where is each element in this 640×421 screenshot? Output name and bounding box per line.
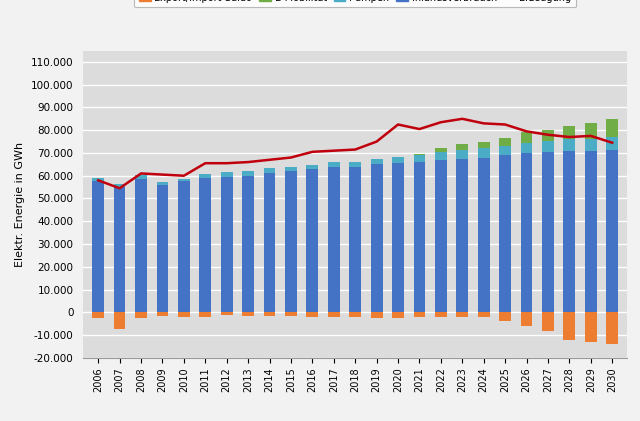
Bar [392, 157, 404, 163]
Bar [499, 312, 511, 321]
Bar [285, 312, 297, 316]
Bar [157, 185, 168, 312]
Y-axis label: Elektr. Energie in GWh: Elektr. Energie in GWh [15, 141, 26, 267]
Bar [563, 312, 575, 340]
Bar [478, 141, 490, 149]
Bar [264, 173, 275, 312]
Bar [392, 163, 404, 312]
Bar [499, 155, 511, 312]
Bar [178, 179, 189, 181]
Bar [200, 178, 211, 312]
Bar [606, 149, 618, 312]
Bar [328, 167, 340, 312]
Bar [285, 167, 297, 171]
Bar [413, 162, 426, 312]
Bar [242, 312, 254, 316]
Bar [178, 312, 189, 317]
Bar [563, 139, 575, 151]
Bar [92, 181, 104, 312]
Bar [157, 312, 168, 316]
Bar [542, 130, 554, 141]
Bar [371, 164, 383, 312]
Bar [478, 157, 490, 312]
Bar [242, 176, 254, 312]
Bar [413, 155, 426, 162]
Bar [585, 139, 596, 151]
Bar [521, 133, 532, 143]
Bar [349, 312, 361, 317]
Bar [456, 150, 468, 159]
Bar [585, 151, 596, 312]
Bar [542, 312, 554, 330]
Bar [542, 141, 554, 152]
Bar [413, 312, 426, 317]
Bar [456, 144, 468, 150]
Bar [114, 187, 125, 312]
Bar [200, 174, 211, 178]
Bar [221, 177, 232, 312]
Bar [135, 175, 147, 179]
Bar [307, 312, 318, 317]
Bar [371, 159, 383, 164]
Bar [435, 160, 447, 312]
Bar [114, 184, 125, 187]
Bar [264, 312, 275, 316]
Bar [157, 182, 168, 185]
Bar [499, 146, 511, 155]
Bar [606, 119, 618, 137]
Bar [478, 312, 490, 317]
Bar [585, 312, 596, 342]
Bar [200, 312, 211, 317]
Bar [221, 312, 232, 314]
Bar [435, 312, 447, 317]
Bar [606, 312, 618, 344]
Bar [328, 312, 340, 317]
Bar [135, 312, 147, 318]
Bar [371, 312, 383, 318]
Bar [221, 172, 232, 177]
Bar [242, 171, 254, 176]
Bar [328, 162, 340, 167]
Bar [563, 125, 575, 139]
Bar [349, 162, 361, 167]
Bar [413, 154, 426, 155]
Bar [114, 312, 125, 329]
Bar [585, 123, 596, 139]
Bar [92, 178, 104, 181]
Bar [499, 138, 511, 146]
Bar [456, 159, 468, 312]
Bar [435, 149, 447, 152]
Bar [435, 152, 447, 160]
Bar [135, 179, 147, 312]
Bar [392, 312, 404, 318]
Bar [542, 152, 554, 312]
Bar [92, 312, 104, 318]
Bar [606, 137, 618, 149]
Bar [178, 181, 189, 312]
Bar [307, 169, 318, 312]
Bar [307, 165, 318, 169]
Bar [521, 143, 532, 153]
Bar [563, 151, 575, 312]
Bar [478, 149, 490, 157]
Bar [349, 167, 361, 312]
Bar [521, 153, 532, 312]
Bar [264, 168, 275, 173]
Bar [285, 171, 297, 312]
Legend: Export/Import-Saldo, E-Mobilität, Pumpen, Inlandsverbrauch, Erzeugung: Export/Import-Saldo, E-Mobilität, Pumpen… [134, 0, 577, 8]
Bar [456, 312, 468, 317]
Bar [521, 312, 532, 326]
